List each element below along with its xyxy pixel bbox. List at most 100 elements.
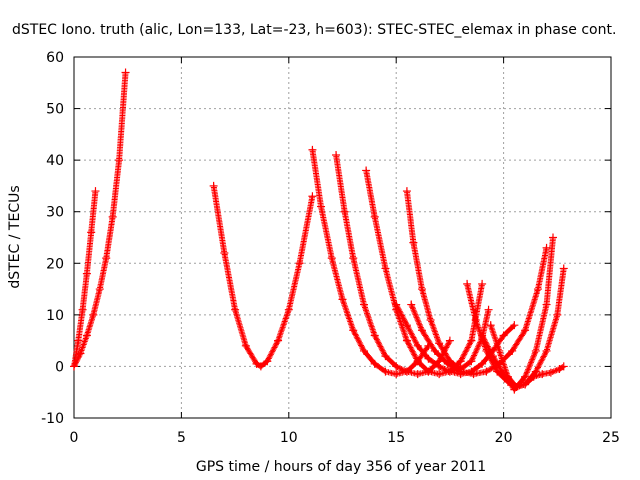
data-point [510, 321, 519, 330]
data-point [542, 346, 551, 355]
axis-ticks [73, 56, 612, 419]
data-point [488, 352, 497, 361]
data-point [82, 331, 91, 340]
data-point [402, 336, 411, 345]
data-point [456, 367, 465, 376]
data-point [531, 346, 540, 355]
data-point [108, 212, 117, 221]
data-point [430, 346, 439, 355]
data-point [435, 339, 444, 348]
data-point [529, 372, 538, 381]
data-point [445, 367, 454, 376]
data-point [115, 156, 124, 165]
data-point [76, 349, 85, 358]
y-tick-label: -10 [41, 411, 64, 427]
data-point [308, 145, 317, 154]
data-point [256, 362, 265, 371]
plot-frame [73, 56, 612, 419]
data-point [308, 192, 317, 201]
data-point [478, 331, 487, 340]
data-point [317, 202, 326, 211]
data-point [231, 305, 240, 314]
data-point [87, 228, 96, 237]
y-tick-label: 30 [46, 205, 64, 221]
data-point [499, 370, 508, 379]
data-point [409, 238, 418, 247]
data-point [295, 259, 304, 268]
data-point [402, 367, 411, 376]
series-5 [332, 150, 454, 379]
data-point [553, 310, 562, 319]
data-point [370, 212, 379, 221]
data-point [533, 285, 542, 294]
data-point [478, 359, 487, 368]
data-point [508, 346, 517, 355]
series-9 [407, 243, 551, 379]
data-point [478, 279, 487, 288]
data-point [381, 264, 390, 273]
x-tick-labels: 0 5 10 15 20 25 [70, 430, 620, 446]
y-tick-label: 0 [55, 359, 64, 375]
data-point [413, 357, 422, 366]
data-point [392, 370, 401, 379]
data-point [74, 336, 83, 345]
data-marks [70, 68, 568, 394]
x-tick-label: 10 [280, 430, 298, 446]
data-point [362, 166, 371, 175]
series-12 [478, 233, 558, 394]
data-point [417, 326, 426, 335]
y-axis-label: dSTEC / TECUs [7, 185, 23, 288]
data-point [531, 367, 540, 376]
data-point [70, 362, 78, 371]
y-tick-label: 40 [46, 153, 64, 169]
data-point [538, 370, 547, 379]
data-point [424, 354, 433, 363]
data-point [78, 305, 87, 314]
y-tick-labels: -10 0 10 20 30 40 50 60 [41, 50, 64, 427]
data-point [209, 181, 218, 190]
data-point [484, 305, 493, 314]
data-point [467, 357, 476, 366]
data-point [559, 362, 568, 371]
data-point [407, 300, 416, 309]
data-point [463, 279, 472, 288]
data-point [443, 359, 452, 368]
data-point [349, 254, 358, 263]
data-point [82, 269, 91, 278]
data-point [252, 359, 261, 368]
y-tick-label: 60 [46, 50, 64, 66]
data-point [370, 359, 379, 368]
data-point [327, 254, 336, 263]
series-2 [70, 68, 130, 371]
data-point [91, 187, 100, 196]
data-point [274, 336, 283, 345]
data-point [521, 372, 530, 381]
data-point [340, 207, 349, 216]
data-point [435, 362, 444, 371]
data-point [381, 367, 390, 376]
y-tick-label: 50 [46, 102, 64, 118]
data-point [495, 346, 504, 355]
data-point [359, 300, 368, 309]
data-point [89, 310, 98, 319]
data-point [469, 370, 478, 379]
x-tick-label: 25 [602, 430, 620, 446]
data-point [338, 295, 347, 304]
series-11 [486, 321, 568, 392]
data-point [359, 346, 368, 355]
data-point [121, 68, 130, 77]
data-point [102, 254, 111, 263]
data-point [486, 321, 495, 330]
data-point [95, 285, 104, 294]
data-point [435, 370, 444, 379]
data-point [392, 300, 401, 309]
data-point [424, 367, 433, 376]
data-point [467, 336, 476, 345]
data-point [456, 357, 465, 366]
data-point [349, 326, 358, 335]
data-point [284, 305, 293, 314]
data-point [426, 316, 435, 325]
data-point [549, 233, 558, 242]
